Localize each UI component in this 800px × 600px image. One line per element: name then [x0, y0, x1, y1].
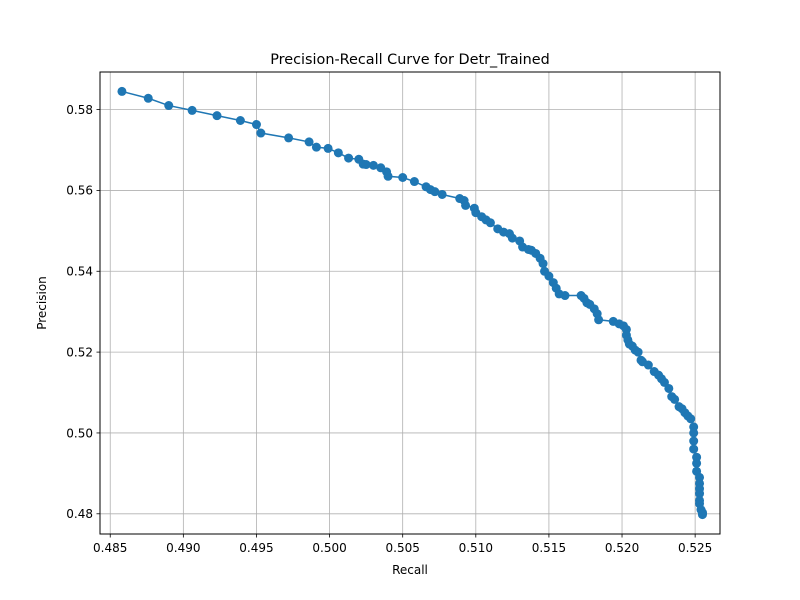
y-tick-label: 0.58: [66, 103, 93, 117]
data-point: [361, 160, 371, 170]
data-point: [594, 315, 604, 325]
data-point: [689, 436, 699, 446]
data-point: [689, 444, 699, 454]
x-tick-label: 0.485: [93, 541, 127, 555]
x-tick-label: 0.515: [532, 541, 566, 555]
data-point: [383, 171, 393, 181]
data-point: [430, 187, 440, 197]
y-axis-title: Precision: [35, 276, 49, 330]
axis-ticks: 0.485 0.490 0.495 0.500 0.505 0.510 0.515 0.520…: [66, 103, 712, 555]
data-point: [256, 128, 266, 138]
data-point: [398, 172, 408, 182]
data-point: [344, 153, 354, 163]
data-point: [212, 111, 222, 121]
data-point: [409, 177, 419, 187]
data-point: [437, 189, 447, 199]
chart-title: Precision-Recall Curve for Detr_Trained: [270, 52, 550, 68]
data-point: [692, 458, 702, 468]
data-point: [664, 383, 674, 393]
data-point: [311, 142, 321, 152]
x-tick-label: 0.500: [312, 541, 346, 555]
y-tick-label: 0.54: [66, 265, 93, 279]
data-point: [507, 233, 517, 243]
data-point: [117, 86, 127, 96]
x-tick-label: 0.505: [386, 541, 420, 555]
data-point: [686, 414, 696, 424]
data-point: [643, 360, 653, 370]
data-point: [235, 116, 245, 126]
data-point: [187, 105, 197, 115]
data-point: [697, 510, 707, 520]
x-tick-label: 0.510: [459, 541, 493, 555]
data-point: [544, 271, 554, 281]
data-point: [333, 148, 343, 158]
data-point: [323, 143, 333, 153]
x-tick-label: 0.525: [678, 541, 712, 555]
series-layer: [117, 86, 707, 520]
data-point: [304, 137, 314, 147]
data-point: [485, 218, 495, 228]
y-tick-label: 0.48: [66, 507, 93, 521]
x-tick-label: 0.490: [166, 541, 200, 555]
plot-area-frame: [99, 71, 721, 535]
grid-lines: [100, 72, 720, 534]
data-point: [538, 259, 548, 269]
x-tick-label: 0.520: [605, 541, 639, 555]
data-point: [695, 489, 705, 499]
data-point: [689, 428, 699, 438]
y-tick-label: 0.56: [66, 184, 93, 198]
data-point: [143, 93, 153, 103]
data-point: [461, 200, 471, 210]
data-point: [164, 101, 174, 111]
data-point: [670, 394, 680, 404]
y-tick-label: 0.50: [66, 426, 93, 440]
data-point: [633, 347, 643, 357]
y-tick-label: 0.52: [66, 345, 93, 359]
data-point: [368, 160, 378, 170]
data-point: [251, 120, 261, 130]
data-point: [284, 133, 294, 143]
x-tick-label: 0.495: [239, 541, 273, 555]
data-point: [560, 291, 570, 301]
x-axis-title: Recall: [392, 563, 428, 577]
